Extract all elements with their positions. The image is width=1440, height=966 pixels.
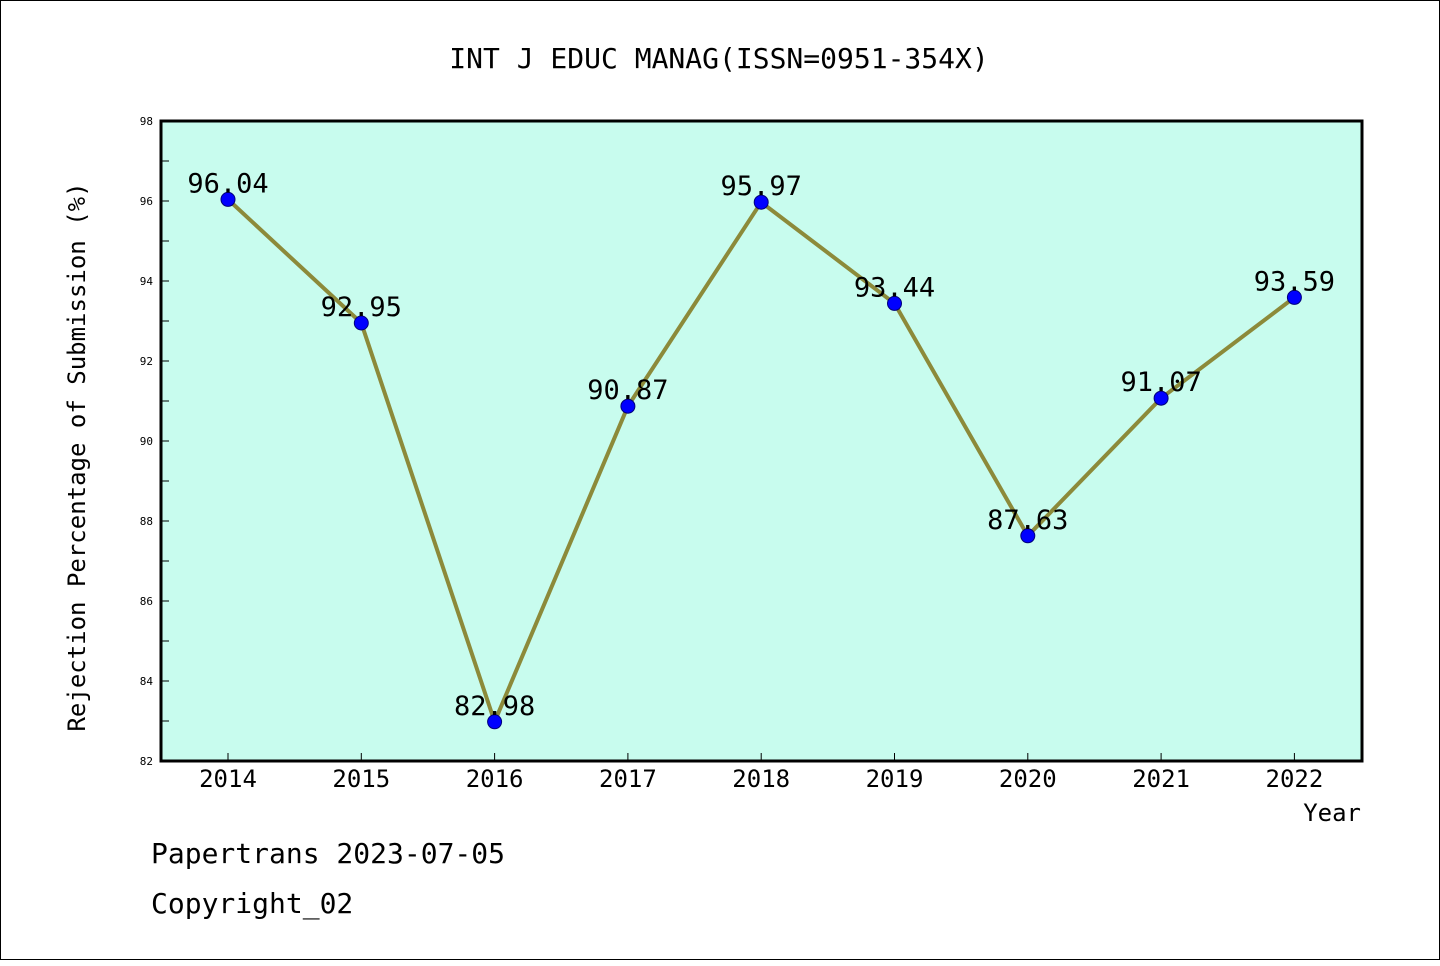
data-point [887, 295, 902, 311]
y-tick-label: 90 [140, 435, 153, 448]
series-layer [220, 191, 1302, 730]
data-label: 92.95 [321, 292, 402, 323]
data-labels-layer: 96.04 92.95 82.98 90.87 95.97 93.44 87.63 91.07… [187, 168, 1335, 721]
data-point [1286, 289, 1302, 305]
y-tick-label: 84 [140, 675, 154, 688]
data-point [353, 315, 369, 331]
data-point [1153, 390, 1169, 406]
data-label: 82.98 [454, 691, 535, 722]
data-label: 90.87 [587, 375, 668, 406]
x-tick-label: 2018 [732, 765, 790, 793]
x-tick-label: 2014 [199, 765, 257, 793]
data-label: 93.44 [854, 272, 935, 303]
y-tick-label: 92 [140, 355, 153, 368]
plot-area [159, 119, 1364, 763]
footer-copyright: Copyright_02 [151, 887, 354, 920]
data-point [620, 398, 636, 414]
x-tick-label: 2022 [1266, 765, 1324, 793]
y-axis-label: Rejection Percentage of Submission (%) [63, 182, 91, 731]
chart-title: INT J EDUC MANAG(ISSN=0951-354X) [449, 42, 988, 75]
data-point [1020, 528, 1036, 544]
x-tick-label: 2016 [466, 765, 524, 793]
data-label: 93.59 [1254, 266, 1335, 297]
data-label: 95.97 [721, 171, 802, 202]
x-tick-label: 2017 [599, 765, 657, 793]
y-tick-label: 86 [140, 595, 153, 608]
x-axis-label: Year [1303, 799, 1361, 827]
x-axis: 2014 2015 2016 2017 2018 2019 2020 2021 2022 [199, 753, 1323, 793]
y-tick-label: 94 [140, 275, 154, 288]
data-point [753, 194, 769, 210]
y-tick-label: 98 [140, 115, 153, 128]
x-tick-label: 2021 [1132, 765, 1190, 793]
x-tick-label: 2020 [999, 765, 1057, 793]
y-axis: 82 84 86 88 90 92 94 96 98 [140, 115, 169, 768]
x-tick-label: 2015 [332, 765, 390, 793]
data-point [487, 714, 503, 730]
footer-date: Papertrans 2023-07-05 [151, 837, 506, 870]
data-label: 91.07 [1120, 367, 1201, 398]
data-point [220, 191, 236, 207]
data-label: 87.63 [987, 505, 1068, 536]
y-tick-label: 82 [140, 755, 153, 768]
y-tick-label: 88 [140, 515, 153, 528]
data-label: 96.04 [187, 168, 268, 199]
y-tick-label: 96 [140, 195, 153, 208]
x-tick-label: 2019 [866, 765, 924, 793]
